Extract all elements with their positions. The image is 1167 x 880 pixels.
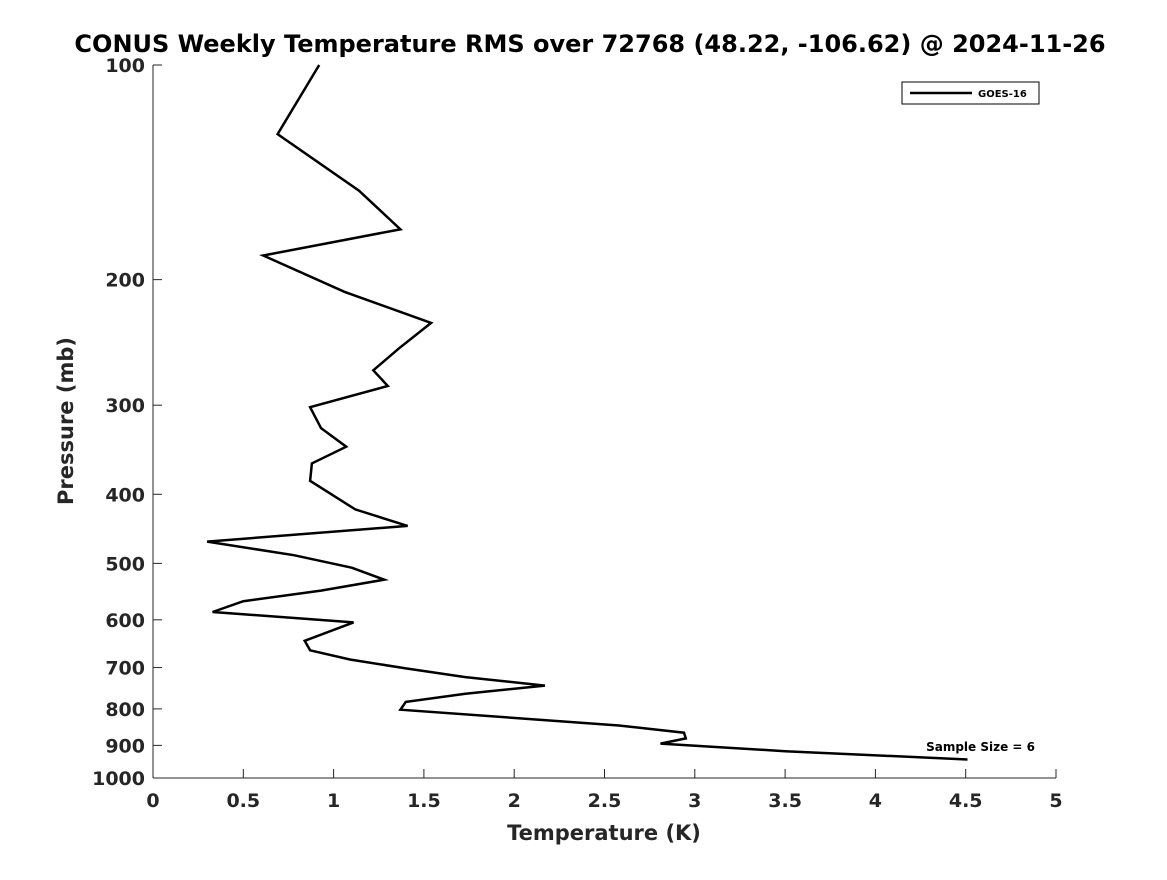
y-tick-label: 900 bbox=[105, 735, 145, 757]
y-tick-label: 400 bbox=[105, 484, 145, 506]
series-line-goes-16 bbox=[207, 64, 968, 761]
x-tick-label: 3 bbox=[688, 790, 701, 812]
chart-title: CONUS Weekly Temperature RMS over 72768 … bbox=[74, 30, 1105, 58]
x-axis-label: Temperature (K) bbox=[507, 821, 701, 845]
x-tick-label: 4 bbox=[869, 790, 882, 812]
x-tick-label: 2.5 bbox=[588, 790, 622, 812]
y-tick-label: 600 bbox=[105, 610, 145, 632]
sample-size-annotation: Sample Size = 6 bbox=[926, 740, 1035, 754]
y-axis: 100 200 300 400 500 600 700 800 900 1000 bbox=[92, 55, 162, 790]
y-tick-label: 1000 bbox=[92, 768, 145, 790]
y-tick-label: 100 bbox=[105, 55, 145, 77]
x-tick-label: 3.5 bbox=[768, 790, 802, 812]
x-tick-label: 0.5 bbox=[226, 790, 260, 812]
y-tick-label: 500 bbox=[105, 553, 145, 575]
x-tick-label: 5 bbox=[1049, 790, 1062, 812]
y-axis-label: Pressure (mb) bbox=[54, 337, 78, 505]
x-tick-label: 1 bbox=[327, 790, 340, 812]
plot-area bbox=[153, 65, 1056, 778]
y-tick-label: 700 bbox=[105, 658, 145, 680]
x-tick-label: 0 bbox=[146, 790, 159, 812]
x-tick-label: 2 bbox=[508, 790, 521, 812]
y-tick-label: 300 bbox=[105, 395, 145, 417]
series-layer bbox=[207, 64, 968, 761]
y-tick-label: 800 bbox=[105, 699, 145, 721]
x-tick-label: 1.5 bbox=[407, 790, 441, 812]
legend: GOES-16 bbox=[901, 81, 1040, 105]
y-tick-label: 200 bbox=[105, 270, 145, 292]
x-tick-label: 4.5 bbox=[949, 790, 983, 812]
x-axis: 0 0.5 1 1.5 2 2.5 3 3.5 4 4.5 5 bbox=[146, 769, 1063, 812]
legend-label-goes-16: GOES-16 bbox=[978, 89, 1027, 100]
